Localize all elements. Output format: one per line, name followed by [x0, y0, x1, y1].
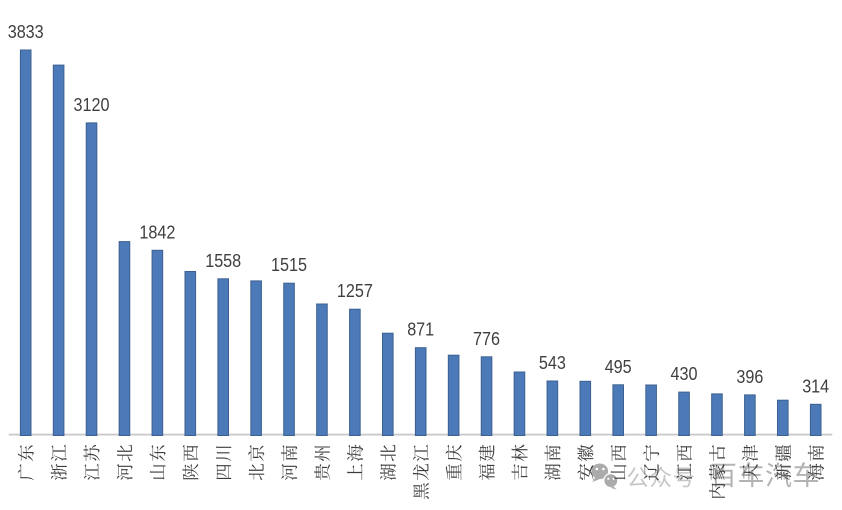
- svg-text:776: 776: [473, 329, 500, 349]
- svg-text:1558: 1558: [205, 251, 241, 271]
- svg-text:543: 543: [539, 353, 566, 373]
- svg-text:396: 396: [736, 367, 763, 387]
- svg-text:1257: 1257: [337, 281, 373, 301]
- svg-text:314: 314: [802, 376, 829, 396]
- svg-text:871: 871: [407, 320, 434, 340]
- svg-text:430: 430: [671, 364, 698, 384]
- svg-text:1842: 1842: [139, 222, 175, 242]
- svg-text:3833: 3833: [8, 22, 44, 42]
- svg-text:495: 495: [605, 357, 632, 377]
- svg-text:3120: 3120: [74, 95, 110, 115]
- svg-text:1515: 1515: [271, 255, 307, 275]
